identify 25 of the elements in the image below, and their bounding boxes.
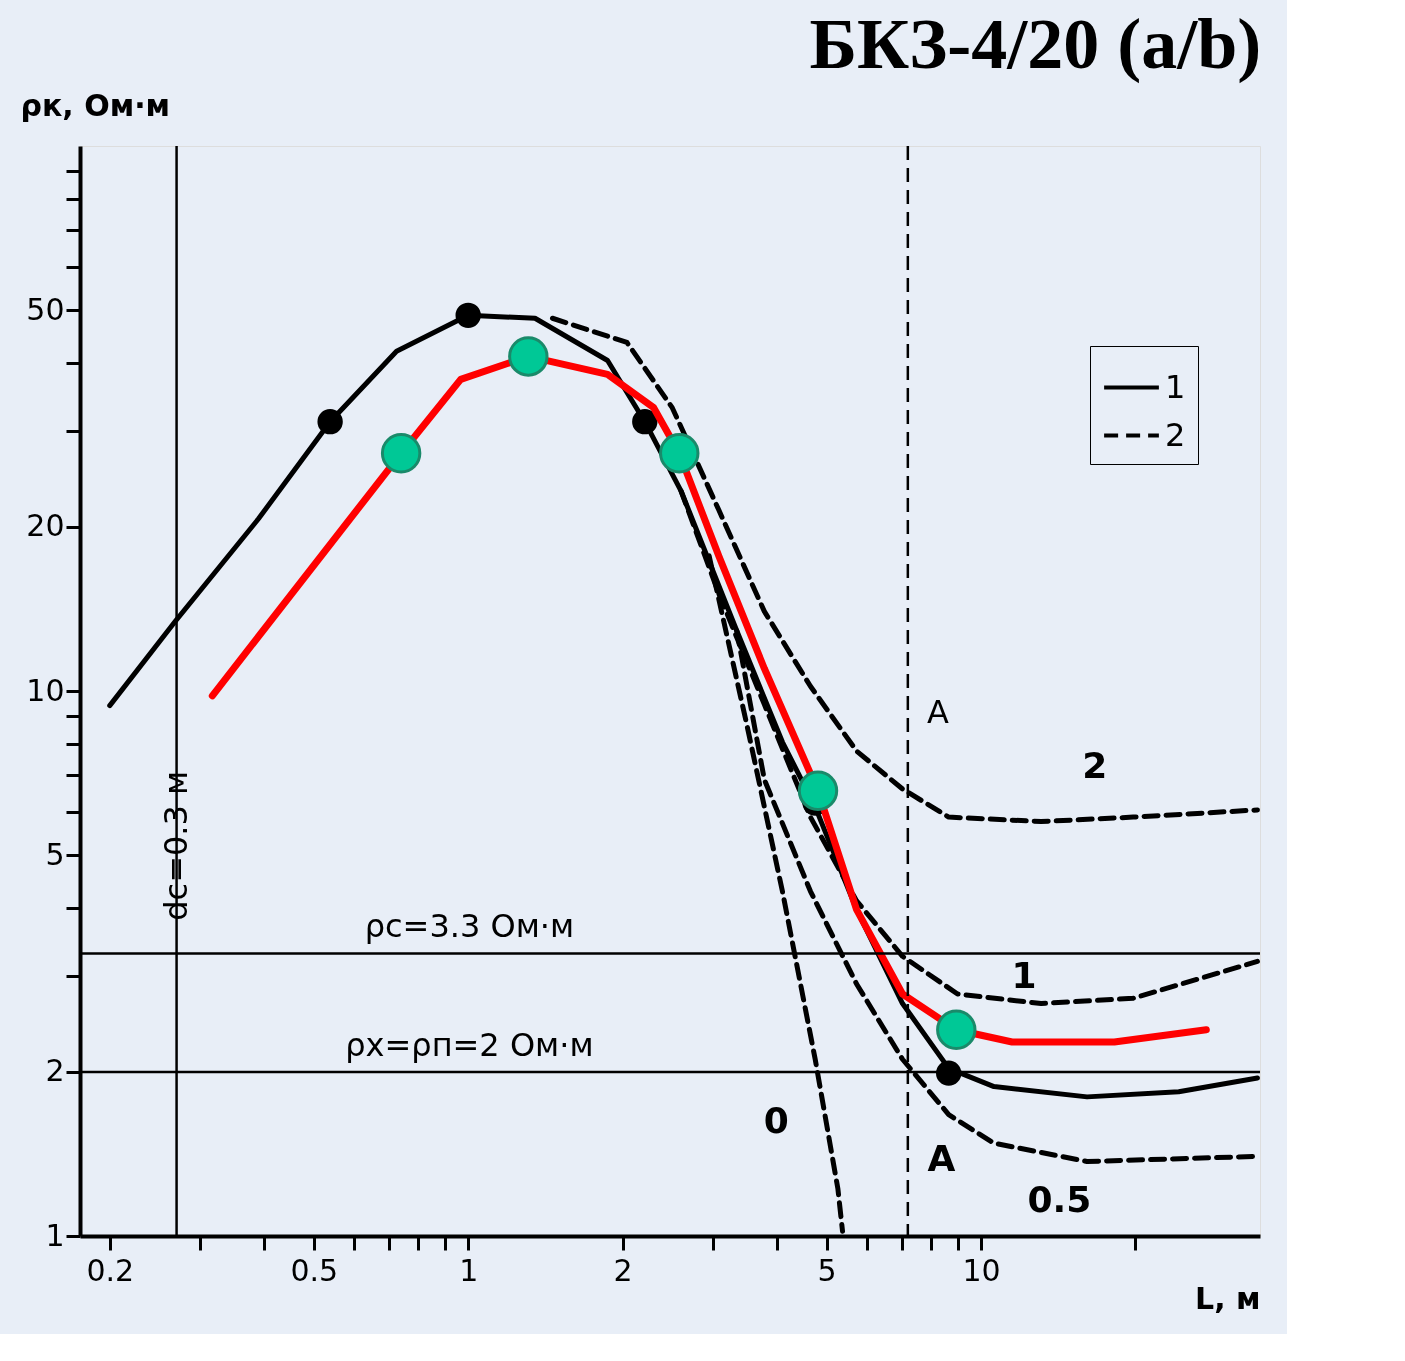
annotation: A (927, 1137, 956, 1179)
y-tick-label: 20 (26, 508, 65, 544)
x-tick-label: 2 (613, 1252, 633, 1288)
y-tick-label: 5 (45, 836, 65, 872)
y-tick-label: 2 (45, 1053, 65, 1089)
legend-label: 1 (1165, 367, 1186, 406)
x-tick-label: 1 (459, 1252, 479, 1288)
annotation: 0.5 (1027, 1179, 1092, 1221)
x-tick-label: 0.2 (86, 1252, 135, 1288)
annotation: 0 (763, 1099, 789, 1141)
y-axis-title: ρк, Ом·м (20, 87, 171, 123)
legend-label: 2 (1165, 415, 1186, 454)
y-tick-label: 10 (26, 672, 65, 708)
ref-line-label: ρc=3.3 Ом·м (364, 907, 575, 946)
x-axis-title: L, м (1195, 1280, 1261, 1316)
annotation: 1 (1011, 954, 1037, 996)
y-tick-label: 50 (26, 291, 65, 327)
y-tick-label: 1 (45, 1217, 65, 1253)
ref-line-label: ρx=ρп=2 Ом·м (345, 1025, 594, 1064)
x-tick-label: 5 (817, 1252, 837, 1288)
chart-title: БКЗ-4/20 (a/b) (809, 4, 1262, 84)
x-tick-label: 0.5 (290, 1252, 339, 1288)
annotation: 2 (1082, 745, 1108, 787)
x-tick-label: 10 (962, 1252, 1001, 1288)
ref-line-label: A (926, 692, 949, 731)
